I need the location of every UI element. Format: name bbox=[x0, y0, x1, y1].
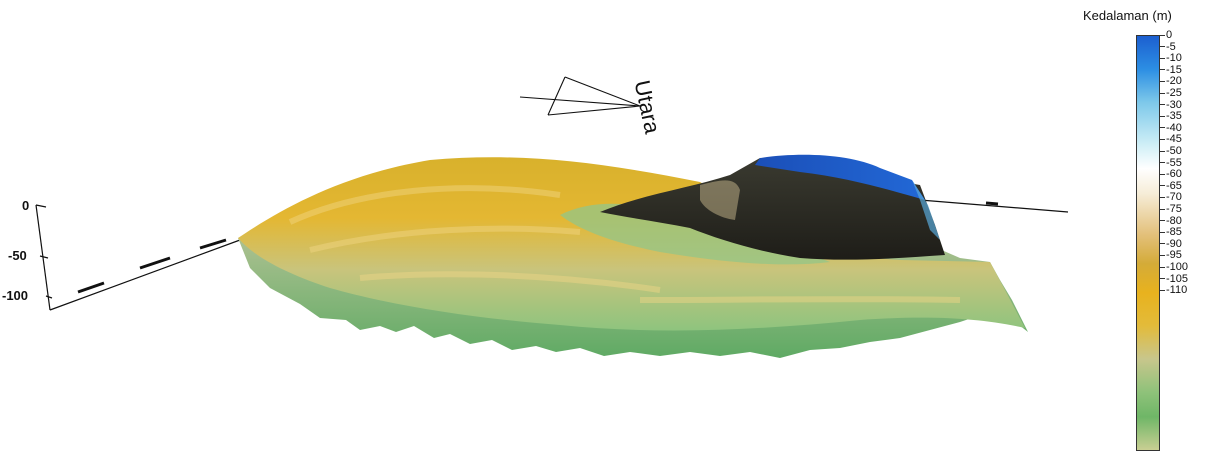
colorbar-gradient bbox=[1136, 35, 1160, 451]
axis-frame bbox=[35, 199, 1069, 311]
surface-peak bbox=[600, 158, 945, 260]
north-arrow-icon bbox=[519, 76, 641, 116]
surface-peak-highlight bbox=[700, 180, 740, 220]
colorbar-tick-label: -105 bbox=[1160, 273, 1188, 285]
colorbar-tick-label: -70 bbox=[1160, 192, 1182, 203]
colorbar-tick-label: -15 bbox=[1160, 64, 1182, 76]
surface-shallow-top bbox=[755, 154, 925, 200]
colorbar-tick-label: -40 bbox=[1160, 122, 1182, 134]
colorbar-tick-label: -85 bbox=[1160, 227, 1182, 238]
colorbar-tick-label: -80 bbox=[1160, 215, 1182, 227]
colorbar-tick-label: -75 bbox=[1160, 204, 1182, 215]
colorbar-tick-label: -65 bbox=[1160, 180, 1182, 192]
z-axis-tick-0: 0 bbox=[22, 198, 30, 213]
colorbar-tick-label: -30 bbox=[1160, 99, 1182, 111]
colorbar-tick-label: -20 bbox=[1160, 76, 1182, 87]
colorbar-tick-label: -35 bbox=[1160, 111, 1182, 122]
colorbar-tick-label: -110 bbox=[1160, 285, 1187, 296]
z-axis-tick-1: -50 bbox=[8, 248, 27, 263]
colorbar-tick-label: -45 bbox=[1160, 134, 1182, 145]
colorbar-tick-label: -95 bbox=[1160, 250, 1182, 261]
colorbar-tick-label: -90 bbox=[1160, 238, 1182, 250]
z-axis-tick-2: -100 bbox=[2, 288, 29, 303]
colorbar-tick-label: -60 bbox=[1160, 169, 1182, 180]
surface-contours bbox=[288, 185, 961, 303]
colorbar-tick-label: 0 bbox=[1160, 30, 1172, 41]
colorbar-title: Kedalaman (m) bbox=[1083, 8, 1172, 23]
colorbar-tick-label: -100 bbox=[1160, 262, 1188, 273]
colorbar-ticks: 0 -5 -10 -15 -20 -25 -30 -35 -40 -45 -50 -55 -60 -65-… bbox=[1160, 30, 1213, 451]
colorbar-tick-label: -55 bbox=[1160, 157, 1182, 169]
colorbar-tick-label: -10 bbox=[1160, 53, 1182, 64]
colorbar-tick-label: -50 bbox=[1160, 146, 1182, 157]
colorbar-tick-label: -5 bbox=[1160, 41, 1176, 53]
colorbar-tick-label: -25 bbox=[1160, 88, 1182, 99]
surface-shallow-edge bbox=[912, 180, 940, 240]
